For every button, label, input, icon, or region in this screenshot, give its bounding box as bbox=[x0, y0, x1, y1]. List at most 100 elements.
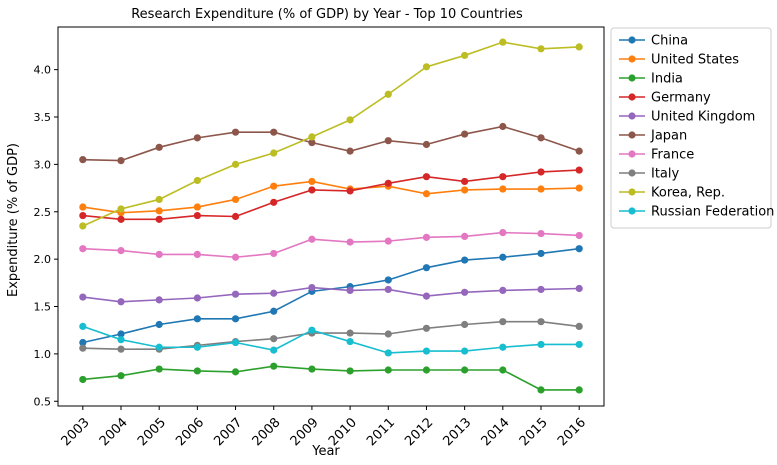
series-lines bbox=[79, 38, 583, 394]
data-point-japan bbox=[231, 128, 240, 136]
data-point-russian-federation bbox=[422, 347, 431, 355]
data-point-korea-rep bbox=[231, 160, 240, 168]
x-tick-label: 2007 bbox=[211, 415, 245, 449]
data-point-italy bbox=[461, 320, 469, 329]
data-point-india bbox=[384, 366, 392, 374]
data-point-russian-federation bbox=[155, 343, 163, 351]
legend-marker-india bbox=[628, 74, 636, 82]
data-point-russian-federation bbox=[575, 340, 583, 349]
data-point-korea-rep bbox=[117, 205, 125, 213]
data-point-united-kingdom bbox=[79, 293, 87, 301]
data-point-india bbox=[461, 366, 469, 374]
series-line-korea-rep bbox=[82, 41, 580, 227]
data-point-china bbox=[422, 264, 431, 272]
data-point-japan bbox=[155, 143, 163, 151]
y-tick-label: 1.5 bbox=[34, 301, 52, 314]
legend-box bbox=[610, 27, 772, 229]
legend-label-india: India bbox=[651, 72, 683, 87]
data-point-india bbox=[537, 386, 545, 394]
data-point-india bbox=[79, 375, 87, 384]
data-point-germany bbox=[575, 166, 583, 174]
data-point-italy bbox=[117, 345, 125, 353]
data-point-russian-federation bbox=[308, 326, 316, 334]
data-point-united-states bbox=[231, 195, 240, 204]
data-point-united-kingdom bbox=[422, 292, 431, 300]
data-point-italy bbox=[537, 318, 545, 326]
series-line-united-kingdom bbox=[82, 286, 580, 303]
data-point-italy bbox=[422, 324, 431, 332]
data-point-russian-federation bbox=[270, 346, 278, 354]
y-axis: 0.5 1.0 1.5 2.0 2.5 3.0 3.5 4.0 bbox=[34, 64, 58, 408]
legend-label-germany: Germany bbox=[651, 91, 711, 106]
data-point-united-states bbox=[155, 207, 163, 215]
data-point-germany bbox=[537, 168, 545, 176]
data-point-germany bbox=[308, 186, 316, 194]
data-point-india bbox=[231, 368, 240, 376]
series-line-germany bbox=[82, 169, 580, 221]
chart-title: Research Expenditure (% of GDP) by Year … bbox=[131, 7, 523, 22]
y-tick-label: 2.5 bbox=[34, 206, 52, 219]
data-point-france bbox=[499, 229, 507, 237]
data-point-korea-rep bbox=[193, 176, 201, 185]
data-point-germany bbox=[346, 187, 354, 195]
legend: China United States India Germany United Kin… bbox=[610, 27, 774, 229]
data-point-united-kingdom bbox=[117, 298, 125, 306]
data-point-germany bbox=[461, 177, 469, 186]
data-point-korea-rep bbox=[270, 149, 278, 157]
legend-marker-japan bbox=[628, 131, 636, 139]
data-point-france bbox=[575, 231, 583, 240]
data-point-france bbox=[346, 238, 354, 246]
data-point-germany bbox=[79, 211, 87, 220]
data-point-united-kingdom bbox=[308, 283, 316, 292]
data-point-united-states bbox=[193, 203, 201, 211]
data-point-italy bbox=[270, 335, 278, 343]
data-point-france bbox=[79, 245, 87, 253]
data-point-united-states bbox=[79, 203, 87, 211]
data-point-india bbox=[346, 367, 354, 375]
x-tick-label: 2005 bbox=[135, 415, 169, 449]
legend-label-france: France bbox=[651, 148, 694, 163]
data-point-germany bbox=[422, 173, 431, 181]
data-point-japan bbox=[422, 140, 431, 149]
data-point-russian-federation bbox=[79, 322, 87, 331]
x-tick-label: 2016 bbox=[555, 415, 589, 449]
data-point-italy bbox=[79, 344, 87, 352]
data-point-china bbox=[155, 320, 163, 329]
data-point-france bbox=[422, 233, 431, 241]
data-point-china bbox=[499, 253, 507, 261]
legend-marker-germany bbox=[628, 93, 636, 101]
x-axis: 2003 2004 2005 2006 2007 2008 2009 2010 2011 2012… bbox=[59, 406, 589, 449]
x-tick-label: 2012 bbox=[402, 415, 436, 449]
legend-label-italy: Italy bbox=[651, 167, 680, 182]
legend-marker-korea-rep bbox=[628, 188, 636, 196]
series-line-italy bbox=[82, 320, 580, 350]
data-point-india bbox=[270, 362, 278, 370]
data-point-china bbox=[575, 245, 583, 253]
y-axis-label: Expenditure (% of GDP) bbox=[6, 143, 21, 297]
data-point-india bbox=[499, 366, 507, 374]
data-point-united-states bbox=[537, 185, 545, 193]
data-point-france bbox=[537, 229, 545, 238]
legend-label-korea-rep: Korea, Rep. bbox=[651, 186, 725, 201]
data-point-korea-rep bbox=[384, 90, 392, 98]
data-point-united-kingdom bbox=[499, 286, 507, 295]
series-line-india bbox=[82, 365, 580, 391]
data-point-japan bbox=[537, 134, 545, 142]
y-tick-label: 2.0 bbox=[34, 253, 52, 266]
series-line-united-states bbox=[82, 180, 580, 214]
data-point-russian-federation bbox=[193, 343, 201, 351]
data-point-korea-rep bbox=[499, 38, 507, 46]
data-point-united-kingdom bbox=[461, 288, 469, 296]
data-point-france bbox=[155, 250, 163, 258]
data-point-italy bbox=[499, 318, 507, 326]
data-point-germany bbox=[231, 212, 240, 221]
plot-frame bbox=[57, 26, 605, 407]
data-point-india bbox=[193, 367, 201, 375]
data-point-united-states bbox=[270, 182, 278, 190]
data-point-korea-rep bbox=[346, 116, 354, 124]
y-tick-label: 3.0 bbox=[34, 158, 52, 171]
y-tick-label: 0.5 bbox=[34, 395, 52, 408]
x-tick-label: 2008 bbox=[250, 415, 284, 449]
